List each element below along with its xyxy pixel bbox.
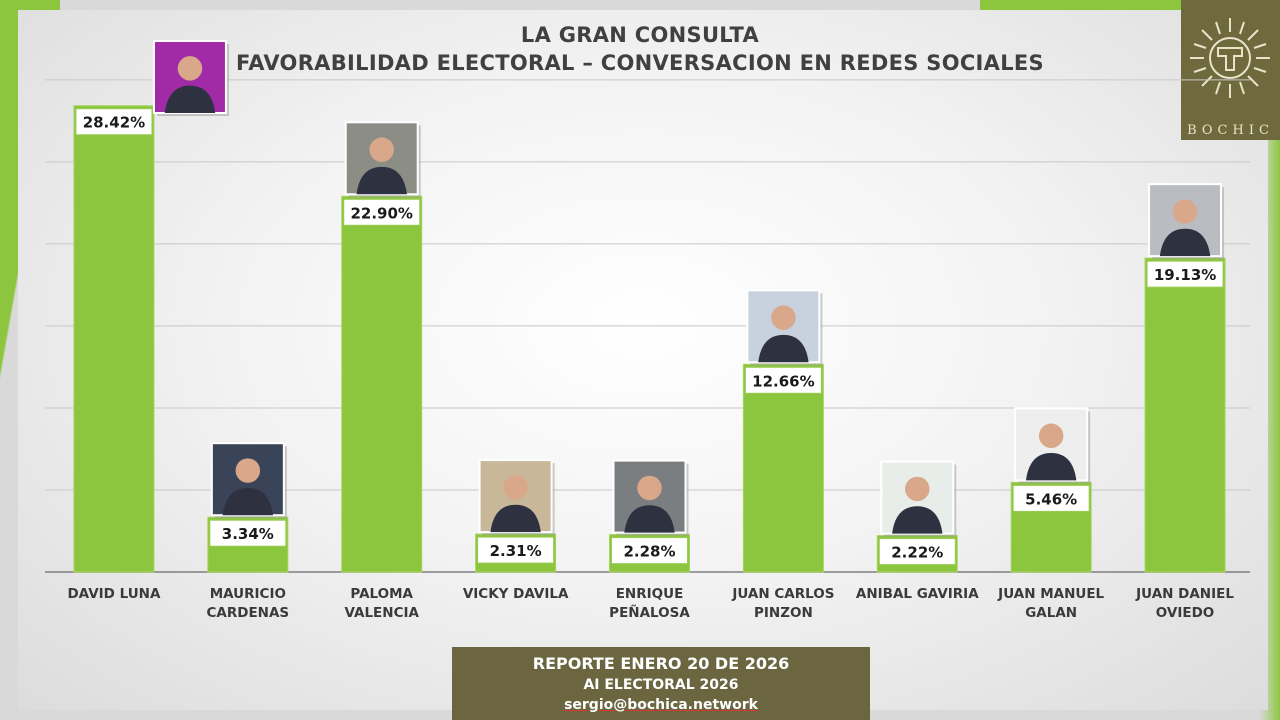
category-label: PINZON xyxy=(754,605,813,621)
data-label-box xyxy=(1146,260,1224,288)
report-footer: REPORTE ENERO 20 DE 2026 AI ELECTORAL 20… xyxy=(452,647,870,720)
data-label-box xyxy=(209,519,287,547)
category-label: JUAN CARLOS xyxy=(731,586,834,602)
person-head-icon xyxy=(905,476,930,502)
data-label-box xyxy=(878,538,956,566)
data-label-box xyxy=(744,366,822,394)
data-label-box xyxy=(611,537,688,565)
person-head-icon xyxy=(369,137,394,162)
person-head-icon xyxy=(771,305,796,330)
logo-text: BOCHIC xyxy=(1187,123,1274,138)
data-label: 19.13% xyxy=(1154,266,1216,284)
person-body-icon xyxy=(490,504,541,533)
footer-report-date: REPORTE ENERO 20 DE 2026 xyxy=(532,654,790,673)
data-label: 2.22% xyxy=(891,544,943,562)
data-label: 28.42% xyxy=(83,114,145,132)
bochica-logo: BOCHIC xyxy=(1181,0,1280,140)
person-head-icon xyxy=(1038,423,1064,449)
person-head-icon xyxy=(637,475,662,501)
category-label: MAURICIO xyxy=(210,586,286,602)
category-label: CARDENAS xyxy=(207,605,290,621)
person-body-icon xyxy=(1025,453,1077,481)
person-head-icon xyxy=(503,475,528,500)
bar xyxy=(73,105,155,573)
bar xyxy=(1144,257,1226,573)
category-label: JUAN MANUEL xyxy=(997,586,1104,602)
data-label-box xyxy=(1012,484,1090,512)
data-label-box xyxy=(477,536,555,564)
person-body-icon xyxy=(1159,228,1211,257)
data-label: 22.90% xyxy=(350,204,412,222)
data-label: 12.66% xyxy=(752,372,814,390)
category-label: ENRIQUE xyxy=(616,586,684,602)
chart-title: LA GRAN CONSULTA xyxy=(520,23,760,47)
data-label: 2.31% xyxy=(490,542,542,560)
person-head-icon xyxy=(177,56,203,81)
person-body-icon xyxy=(624,505,675,533)
data-label: 5.46% xyxy=(1025,490,1077,508)
data-label: 2.28% xyxy=(623,543,675,561)
bar xyxy=(341,195,423,573)
category-label: VICKY DAVILA xyxy=(463,586,569,602)
person-body-icon xyxy=(892,506,943,534)
person-head-icon xyxy=(1172,199,1198,224)
data-label: 3.34% xyxy=(222,525,274,543)
person-head-icon xyxy=(235,458,261,483)
category-label: ANIBAL GAVIRIA xyxy=(856,586,979,602)
data-label-box xyxy=(343,198,421,226)
data-label-box xyxy=(75,108,153,136)
person-body-icon xyxy=(164,85,216,113)
category-label: VALENCIA xyxy=(344,605,419,621)
person-body-icon xyxy=(356,166,407,195)
category-label: OVIEDO xyxy=(1156,605,1215,621)
person-body-icon xyxy=(222,487,274,516)
category-label: JUAN DANIEL xyxy=(1135,586,1234,602)
bar xyxy=(742,363,824,573)
category-label: DAVID LUNA xyxy=(67,586,160,602)
chart-subtitle: FAVORABILIDAD ELECTORAL – CONVERSACION E… xyxy=(236,51,1044,75)
person-body-icon xyxy=(758,334,809,363)
chart-panel xyxy=(18,10,1268,710)
category-label: GALAN xyxy=(1025,605,1077,621)
category-label: PALOMA xyxy=(350,586,413,602)
footer-subtitle: AI ELECTORAL 2026 xyxy=(583,677,739,693)
sun-glyph-icon xyxy=(1190,18,1270,98)
footer-email-link[interactable]: sergio@bochica.network xyxy=(564,697,758,713)
category-label: PEÑALOSA xyxy=(609,604,690,621)
